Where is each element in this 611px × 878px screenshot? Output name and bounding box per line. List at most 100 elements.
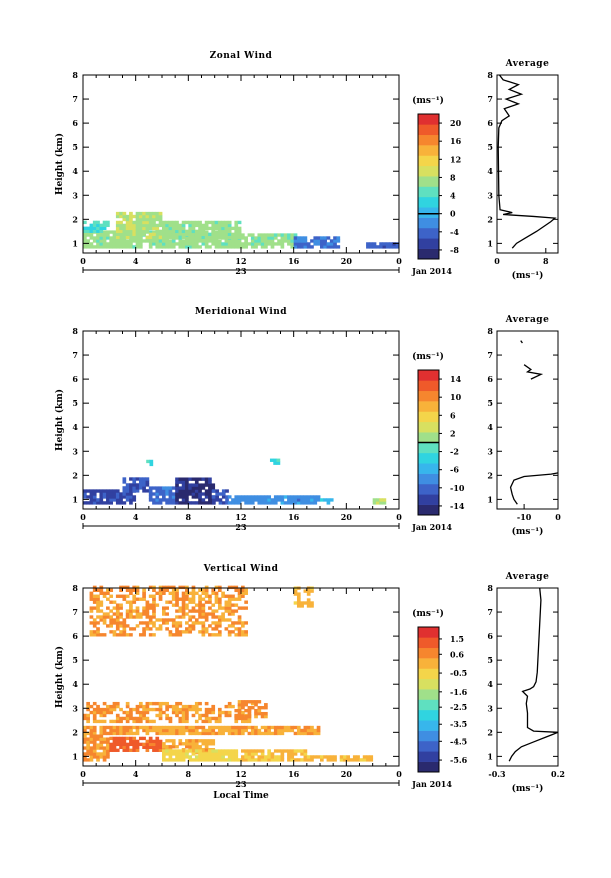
heatmap-cell xyxy=(227,725,232,730)
heatmap-cell xyxy=(257,501,262,505)
heatmap-cell xyxy=(293,752,298,756)
heatmap-cell xyxy=(155,748,160,752)
heatmap-cell xyxy=(148,594,153,598)
colorbar-segment xyxy=(418,432,439,443)
heatmap-cell xyxy=(106,737,110,741)
heatmap-cell xyxy=(204,627,209,631)
heatmap-cell xyxy=(296,239,301,243)
profile-y-tick-label: 7 xyxy=(487,94,493,104)
heatmap-cell xyxy=(185,716,189,721)
heatmap-cell xyxy=(135,591,140,595)
y-axis-label: Height (km) xyxy=(54,646,65,708)
heatmap-cell xyxy=(300,601,304,605)
heatmap-cell xyxy=(273,758,278,762)
heatmap-cell xyxy=(115,220,120,225)
heatmap-cell xyxy=(122,731,127,736)
heatmap-cell xyxy=(211,758,216,762)
heatmap-cell xyxy=(211,223,216,228)
heatmap-cell xyxy=(211,731,216,736)
heatmap-cell xyxy=(227,229,232,234)
heatmap-cell xyxy=(231,704,235,709)
heatmap-cell xyxy=(152,232,156,236)
heatmap-cell xyxy=(122,235,127,239)
heatmap-cell xyxy=(244,600,248,604)
heatmap-cell xyxy=(171,707,176,712)
heatmap-cell xyxy=(178,621,183,625)
heatmap-cell xyxy=(208,707,212,712)
heatmap-cell xyxy=(96,233,100,237)
heatmap-cell xyxy=(132,748,137,752)
heatmap-cell xyxy=(320,758,324,762)
heatmap-cell xyxy=(142,728,146,733)
heatmap-cell xyxy=(214,731,219,736)
heatmap-cell xyxy=(86,740,90,744)
heatmap-cell xyxy=(165,728,169,733)
heatmap-cell xyxy=(280,749,285,753)
heatmap-cell xyxy=(241,713,245,718)
heatmap-cell xyxy=(231,597,235,601)
heatmap-cell xyxy=(211,486,216,490)
heatmap-cell xyxy=(204,220,209,225)
heatmap-cell xyxy=(300,242,304,246)
heatmap-cell xyxy=(135,483,140,487)
heatmap-cell xyxy=(250,706,255,710)
heatmap-cell xyxy=(329,498,334,502)
heatmap-cell xyxy=(112,245,117,249)
heatmap-cell xyxy=(306,601,311,605)
heatmap-cell xyxy=(132,719,137,724)
heatmap-cell xyxy=(158,211,163,216)
heatmap-cell xyxy=(122,621,127,625)
heatmap-cell xyxy=(231,630,235,634)
heatmap-cell xyxy=(165,618,169,622)
heatmap-cell xyxy=(270,731,275,736)
heatmap-cell xyxy=(165,725,169,730)
heatmap-cell xyxy=(96,489,100,493)
heatmap-cell xyxy=(264,495,268,499)
heatmap-cell xyxy=(250,233,255,237)
heatmap-cell xyxy=(316,495,321,499)
heatmap-cell xyxy=(129,600,133,604)
heatmap-cell xyxy=(264,711,268,716)
heatmap-cell xyxy=(155,736,160,741)
heatmap-cell xyxy=(194,704,199,709)
heatmap-cell xyxy=(326,755,331,759)
heatmap-cell xyxy=(96,242,100,246)
heatmap-cell xyxy=(191,486,196,490)
heatmap-cell xyxy=(277,731,281,736)
heatmap-cell xyxy=(185,239,189,243)
heatmap-cell xyxy=(241,703,245,707)
heatmap-cell xyxy=(234,239,239,243)
heatmap-cell xyxy=(204,585,209,590)
heatmap-cell xyxy=(112,612,117,616)
heatmap-cell xyxy=(241,242,245,246)
heatmap-cell xyxy=(112,233,117,237)
heatmap-cell xyxy=(191,748,196,752)
heatmap-cell xyxy=(201,739,206,743)
heatmap-cell xyxy=(303,725,308,730)
heatmap-cell xyxy=(112,230,117,234)
heatmap-cell xyxy=(142,621,146,625)
heatmap-cell xyxy=(237,220,242,225)
profile-y-tick-label: 2 xyxy=(487,214,493,224)
heatmap-cell xyxy=(231,758,235,762)
heatmap-cell xyxy=(217,606,222,610)
heatmap-cell xyxy=(109,725,114,730)
heatmap-cell xyxy=(306,245,311,249)
heatmap-cell xyxy=(168,495,173,499)
heatmap-cell xyxy=(198,486,202,490)
heatmap-cell xyxy=(155,728,160,733)
heatmap-cell xyxy=(241,758,245,762)
colorbar-segment xyxy=(418,730,439,742)
colorbar-segment xyxy=(418,658,439,669)
heatmap-cell xyxy=(125,226,130,231)
heatmap-cell xyxy=(115,612,120,616)
heatmap-cell xyxy=(194,242,199,246)
heatmap-cell xyxy=(326,245,331,249)
heatmap-cell xyxy=(185,621,189,625)
heatmap-cell xyxy=(254,749,258,753)
heatmap-cell xyxy=(152,585,156,590)
heatmap-cell xyxy=(158,748,163,752)
heatmap-cell xyxy=(221,612,225,616)
x-axis-label: Local Time xyxy=(213,791,269,801)
heatmap-cell xyxy=(152,707,156,712)
